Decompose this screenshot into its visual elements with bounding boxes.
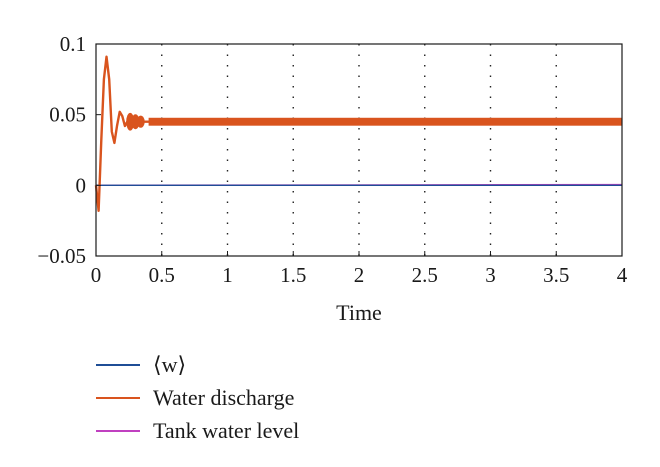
legend-label-w: ⟨w⟩ xyxy=(153,352,186,377)
legend: ⟨w⟩ Water discharge Tank water level xyxy=(96,352,299,443)
x-tick-label: 1.5 xyxy=(280,263,306,287)
grid-lines xyxy=(161,44,557,256)
y-tick-label: 0.05 xyxy=(49,103,86,127)
legend-label-tank-water-level: Tank water level xyxy=(153,418,299,443)
x-tick-labels: 0 0.5 1 1.5 2 2.5 3 3.5 4 xyxy=(91,263,628,287)
x-tick-label: 3 xyxy=(485,263,496,287)
series-band-water-discharge xyxy=(148,117,622,126)
axis-ticks xyxy=(95,43,623,257)
legend-label-water-discharge: Water discharge xyxy=(153,385,294,410)
y-tick-label: 0.1 xyxy=(60,32,86,56)
x-tick-label: 0.5 xyxy=(149,263,175,287)
y-tick-label: 0 xyxy=(76,173,87,197)
y-tick-labels: 0.1 0.05 0 −0.05 xyxy=(37,32,86,268)
x-axis-label: Time xyxy=(336,300,382,325)
series-ripple-water-discharge xyxy=(126,112,135,131)
data-series xyxy=(94,55,623,212)
x-tick-label: 3.5 xyxy=(543,263,569,287)
x-tick-label: 0 xyxy=(91,263,102,287)
series-ripple-water-discharge xyxy=(131,114,140,130)
y-tick-label: −0.05 xyxy=(37,244,86,268)
x-tick-label: 4 xyxy=(617,263,628,287)
series-line-water-discharge xyxy=(94,55,622,212)
series-ripple-water-discharge xyxy=(136,115,145,128)
x-tick-label: 2.5 xyxy=(412,263,438,287)
x-tick-label: 2 xyxy=(354,263,365,287)
x-tick-label: 1 xyxy=(222,263,233,287)
